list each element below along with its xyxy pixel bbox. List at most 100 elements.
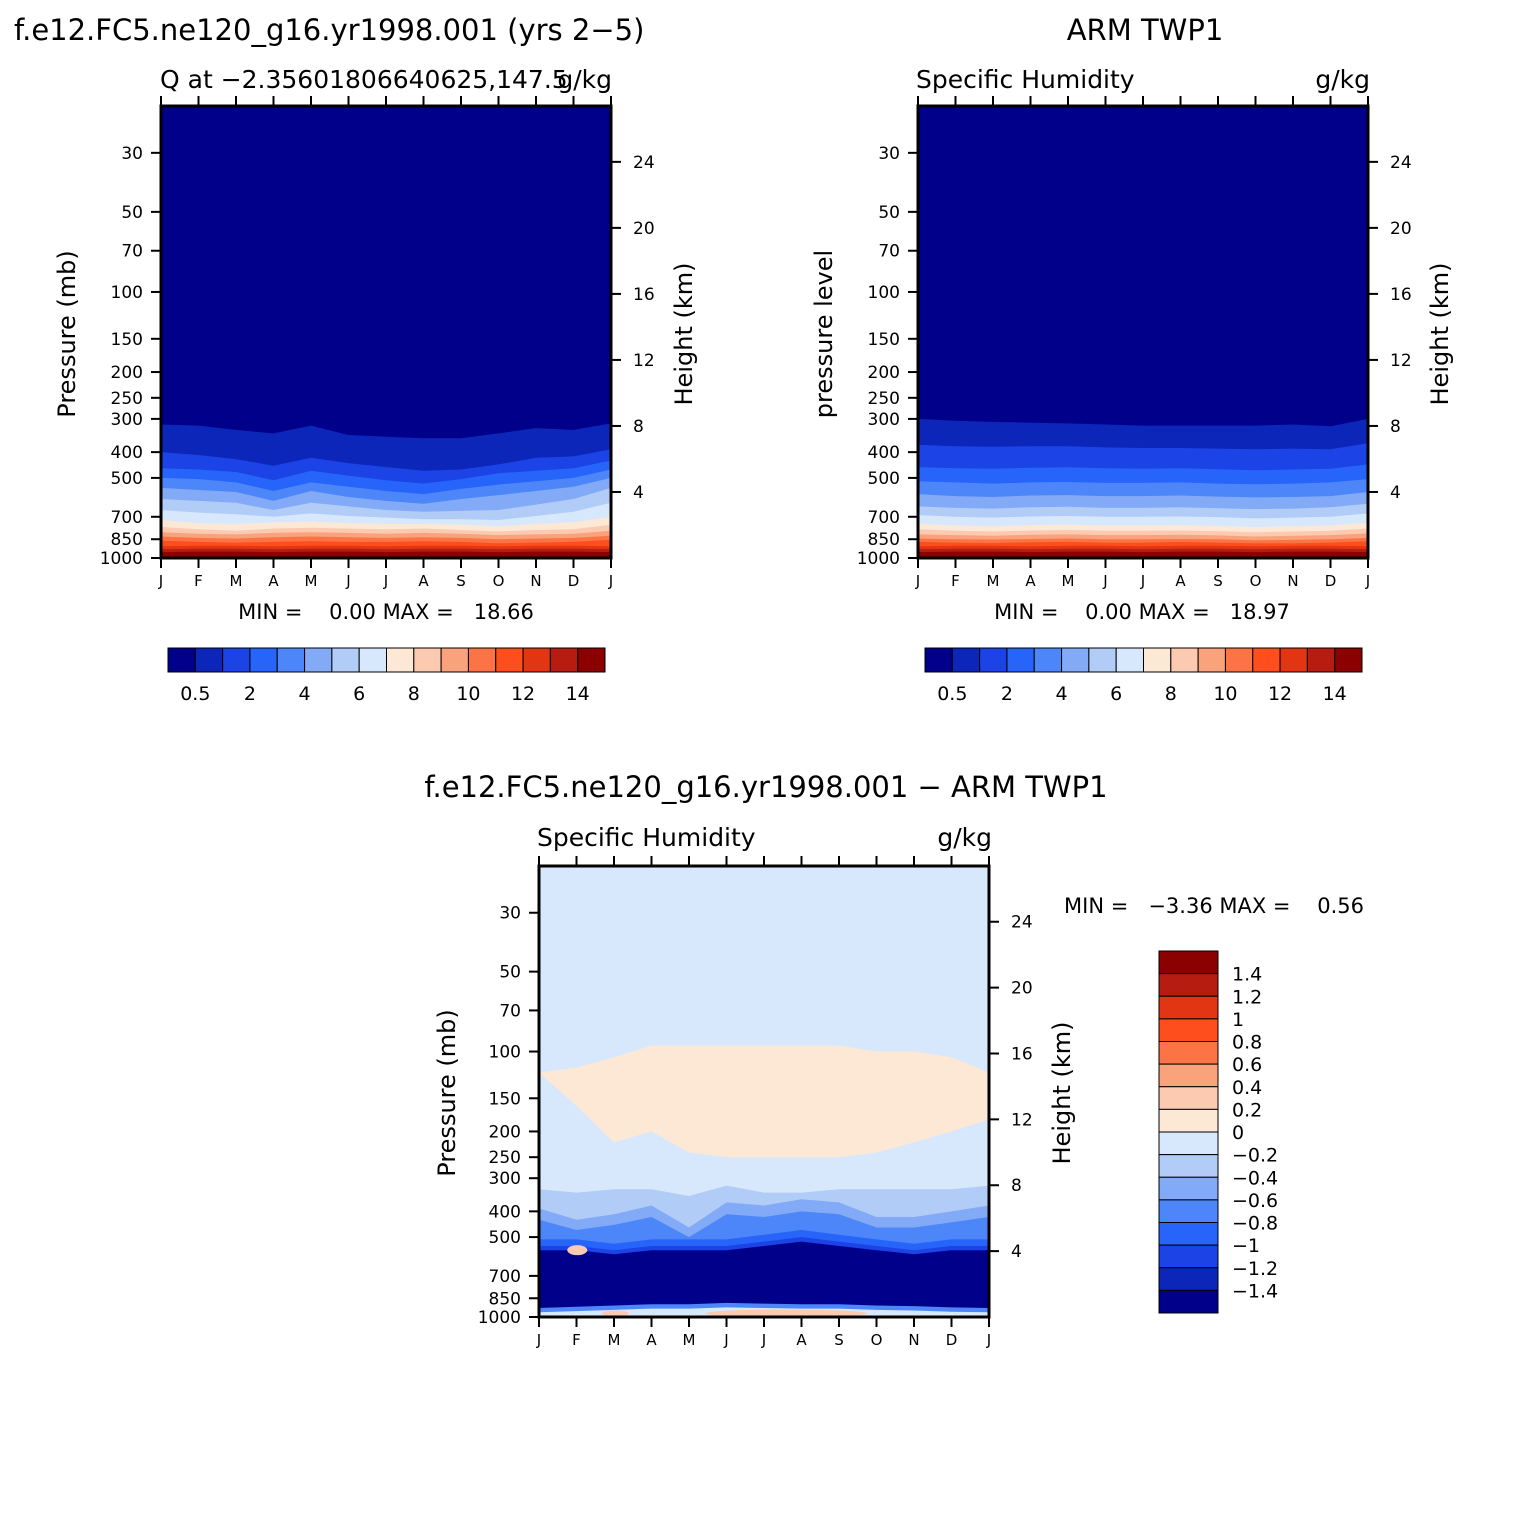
panel-observation-month-label: J: [1102, 572, 1107, 590]
panel-model-swatch: [249, 647, 278, 673]
panel-difference-swatch: [1158, 1108, 1219, 1133]
panel-difference-swatch: [1158, 1267, 1219, 1291]
panel-model-swatch: [413, 647, 442, 673]
panel-model-swatch: [495, 647, 524, 673]
panel-model-height-label: 12: [633, 351, 655, 371]
panel-observation-cbar-label: 14: [1323, 683, 1347, 705]
panel-observation-cbar-label: 6: [1110, 683, 1122, 705]
panel-model-pressure-label: 70: [121, 242, 143, 262]
panel-model-swatch: [440, 647, 469, 673]
panel-difference-swatch: [1158, 995, 1219, 1020]
panel-model-band-15: [161, 551, 611, 558]
panel-model-swatch: [276, 647, 306, 673]
panel-model-colorbar: 0.5 2 4 6 8 10 12 14: [167, 647, 606, 705]
panel-observation-cbar-label: 2: [1001, 683, 1013, 705]
panel-observation: ARM TWP1 Specific Humidity g/kg J F M A M J J A…: [810, 13, 1454, 705]
panel-difference-month-label: O: [871, 1331, 883, 1349]
panel-model-month-label: J: [608, 572, 613, 590]
panel-observation-month-label: A: [1175, 572, 1186, 590]
panel-observation-plot-area: [918, 106, 1368, 558]
panel-model-pressure-label: 100: [111, 283, 143, 303]
panel-difference-colorbar: 1.41.210.80.60.40.20−0.2−0.4−0.6−0.8−1−1…: [1158, 950, 1278, 1314]
panel-difference-subtitle: Specific Humidity: [537, 823, 756, 852]
panel-observation-swatch: [1033, 647, 1063, 673]
panel-difference-month-label: N: [908, 1331, 919, 1349]
panel-difference-height-label: 8: [1011, 1176, 1022, 1196]
panel-difference-height-label: 20: [1011, 979, 1033, 999]
panel-difference-month-label: J: [761, 1331, 766, 1349]
panel-difference-swatch: [1158, 1086, 1219, 1110]
panel-difference-cbar-label: −1: [1232, 1235, 1260, 1257]
panel-observation-stats: MIN = 0.00 MAX = 18.97: [994, 600, 1290, 624]
panel-model-pressure-label: 250: [111, 389, 143, 409]
panel-model-swatch: [549, 647, 579, 673]
panel-observation-month-label: N: [1287, 572, 1298, 590]
panel-difference-month-label: S: [834, 1331, 844, 1349]
panel-observation-y2label: Height (km): [1426, 263, 1454, 406]
panel-observation-pressure-label: 500: [868, 469, 900, 489]
panel-observation-swatch: [1115, 647, 1144, 673]
panel-observation-month-label: M: [987, 572, 1000, 590]
panel-difference-units: g/kg: [937, 823, 992, 852]
panel-difference-pressure-label: 200: [489, 1122, 521, 1142]
panel-difference-swatch: [1158, 973, 1219, 997]
panel-model-cbar-label: 6: [353, 683, 365, 705]
panel-difference-swatch: [1158, 1199, 1219, 1223]
panel-model-swatch: [358, 647, 387, 673]
panel-observation-month-label: J: [1140, 572, 1145, 590]
panel-observation-height-label: 24: [1390, 153, 1412, 173]
panel-difference-pressure-label: 400: [489, 1202, 521, 1222]
panel-difference-swatch: [1158, 1063, 1219, 1088]
panel-observation-pressure-label: 200: [868, 363, 900, 383]
panel-difference-swatch: [1158, 1154, 1219, 1178]
panel-difference-month-label: D: [946, 1331, 958, 1349]
panel-difference-height-label: 12: [1011, 1110, 1033, 1130]
panel-difference-pressure-label: 30: [499, 904, 521, 924]
panel-model-month-label: F: [194, 572, 203, 590]
panel-difference-ylabel: Pressure (mb): [433, 1009, 461, 1176]
panel-model: f.e12.FC5.ne120_g16.yr1998.001 (yrs 2−5)…: [14, 13, 698, 705]
panel-observation-pressure-label: 850: [868, 530, 900, 550]
panel-difference-cbar-label: 0.6: [1232, 1054, 1262, 1076]
panel-model-plot-area: [161, 106, 611, 558]
panel-model-pressure-label: 500: [111, 469, 143, 489]
panel-model-month-label: N: [530, 572, 541, 590]
panel-difference-height-label: 24: [1011, 913, 1033, 933]
panel-difference-title: f.e12.FC5.ne120_g16.yr1998.001 − ARM TWP…: [424, 770, 1107, 804]
panel-difference-stats: MIN = −3.36 MAX = 0.56: [1064, 894, 1364, 918]
panel-model-pressure-label: 300: [111, 410, 143, 430]
panel-observation-pressure-label: 50: [878, 203, 900, 223]
panel-difference-pressure-label: 700: [489, 1267, 521, 1287]
panel-model-month-label: O: [493, 572, 505, 590]
panel-model-cbar-label: 14: [566, 683, 590, 705]
panel-difference-month-label: F: [572, 1331, 581, 1349]
panel-difference-cbar-label: 1.2: [1232, 986, 1262, 1008]
panel-observation-title: ARM TWP1: [1067, 13, 1224, 47]
panel-difference-plot-area: [539, 866, 989, 1318]
panel-observation-month-label: S: [1213, 572, 1223, 590]
panel-difference-height-label: 16: [1011, 1044, 1033, 1064]
panel-model-pressure-label: 30: [121, 144, 143, 164]
panel-observation-month-label: J: [1365, 572, 1370, 590]
panel-model-cbar-label: 8: [408, 683, 420, 705]
panel-model-swatch: [467, 647, 497, 673]
panel-difference-y2label: Height (km): [1048, 1022, 1076, 1165]
panel-observation-colorbar: 0.5 2 4 6 8 10 12 14: [924, 647, 1363, 705]
panel-difference-month-label: J: [986, 1331, 991, 1349]
panel-model-y2label: Height (km): [670, 263, 698, 406]
panel-observation-height-label: 4: [1390, 483, 1401, 503]
panel-observation-swatch: [1279, 647, 1308, 673]
panel-difference-band-surface-pos: [705, 1309, 868, 1318]
panel-observation-cbar-label: 10: [1213, 683, 1237, 705]
panel-difference-month-label: A: [796, 1331, 807, 1349]
panel-difference-cbar-label: 1: [1232, 1009, 1244, 1031]
panel-observation-swatch: [1143, 647, 1172, 673]
panel-model-pressure-label: 400: [111, 443, 143, 463]
panel-model-pressure-label: 1000: [100, 549, 143, 569]
panel-difference-swatch: [1158, 1222, 1219, 1246]
panel-difference-month-label: M: [683, 1331, 696, 1349]
panel-observation-swatch: [1252, 647, 1281, 673]
panel-observation-swatch: [1006, 647, 1035, 673]
